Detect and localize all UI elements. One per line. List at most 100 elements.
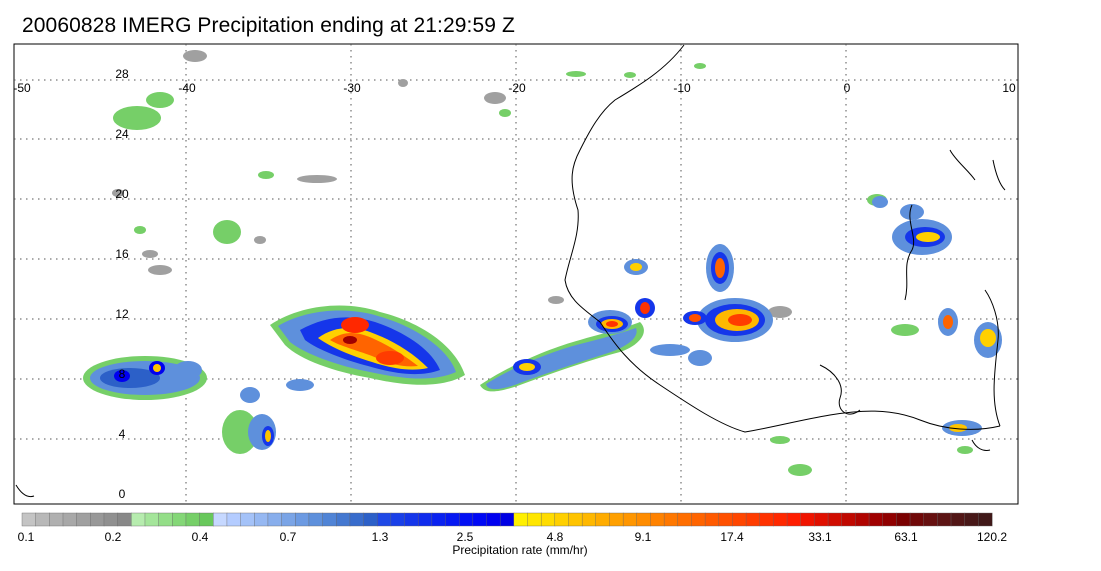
lon-label: 10 [1002,81,1016,95]
colorbar-swatch [103,512,119,527]
colorbar-tick-label: 0.4 [191,530,209,544]
colorbar-swatch [363,512,378,527]
colorbar-swatch [404,512,419,527]
longitude-labels: -50 -40 -30 -20 -10 0 10 [13,81,1016,95]
precipitation-field [83,50,1002,476]
colorbar-swatch [472,512,488,527]
colorbar-swatch [677,512,692,527]
colorbar-swatch [336,512,351,527]
colorbar-tick-label: 4.8 [546,530,564,544]
colorbar-swatch [349,512,365,527]
colorbar-swatch [172,512,187,527]
colorbar-swatch [964,512,979,527]
lon-label: 0 [844,81,851,95]
lat-label: 16 [115,247,129,261]
colorbar-tick-label: 0.1 [17,530,35,544]
colorbar-swatch [581,512,597,527]
colorbar-swatch [158,512,173,527]
colorbar-swatch [609,512,624,527]
colorbar-swatch [814,512,829,527]
colorbar-swatch [131,512,146,527]
colorbar-tick-label: 2.5 [456,530,474,544]
colorbar-swatch [663,512,679,527]
colorbar-swatch [513,512,528,527]
colorbar-swatch [950,512,966,527]
colorbar-swatch [322,512,337,527]
colorbar-swatch [841,512,856,527]
colorbar-swatch [759,512,774,527]
lon-label: -50 [13,81,31,95]
colorbar-tick-label: 9.1 [634,530,652,544]
colorbar-swatch [732,512,747,527]
colorbar-swatch [978,512,993,527]
colorbar-swatch [650,512,665,527]
colorbar-swatch [445,512,460,527]
colorbar-tick-label: 1.3 [371,530,389,544]
colorbar-tick-label: 63.1 [894,530,918,544]
lat-label: 0 [119,487,126,501]
colorbar-swatch [786,512,802,527]
colorbar-swatch [745,512,761,527]
colorbar-swatch [923,512,938,527]
colorbar-tick-label: 0.7 [279,530,297,544]
lat-label: 28 [115,67,129,81]
colorbar-swatch [281,512,296,527]
colorbar-swatch [882,512,897,527]
colorbar-swatch [117,512,132,527]
colorbar-swatch [855,512,870,527]
colorbar-swatch [390,512,406,527]
colorbar-swatch [213,512,228,527]
colorbar-swatch [254,512,269,527]
colorbar-swatch [486,512,501,527]
lat-label: 4 [119,427,126,441]
colorbar-swatch [896,512,911,527]
colorbar-swatch [704,512,720,527]
colorbar-swatch [827,512,843,527]
colorbar-swatch [800,512,815,527]
colorbar-swatch [499,512,515,527]
colorbar-swatch [691,512,706,527]
colorbar-swatch [636,512,651,527]
colorbar-swatch [909,512,925,527]
colorbar-swatch [62,512,78,527]
colorbar-swatch [185,512,201,527]
colorbar-swatch [937,512,952,527]
colorbar-tick-label: 33.1 [808,530,832,544]
colorbar [21,512,993,527]
lat-label: 12 [115,307,129,321]
colorbar-swatch [267,512,283,527]
lon-label: -10 [673,81,691,95]
colorbar-swatch [568,512,583,527]
colorbar-swatch [773,512,788,527]
lat-label: 20 [115,187,129,201]
colorbar-swatch [295,512,310,527]
colorbar-swatch [554,512,569,527]
colorbar-swatch [35,512,50,527]
colorbar-swatch [540,512,556,527]
lon-label: -30 [343,81,361,95]
coastline [15,44,1006,498]
colorbar-tick-label: 120.2 [976,530,1008,544]
colorbar-swatch [718,512,733,527]
colorbar-swatch [21,512,37,527]
colorbar-swatch [240,512,255,527]
colorbar-swatch [868,512,884,527]
colorbar-swatch [49,512,64,527]
colorbar-swatch [527,512,542,527]
lon-label: -20 [508,81,526,95]
colorbar-swatch [308,512,324,527]
colorbar-swatch [76,512,91,527]
lat-label: 8 [119,367,126,381]
colorbar-swatch [226,512,242,527]
colorbar-swatch [431,512,447,527]
map-title: 20060828 IMERG Precipitation ending at 2… [22,14,515,37]
colorbar-swatch [377,512,392,527]
colorbar-tick-label: 0.2 [104,530,122,544]
lat-label: 24 [115,127,129,141]
colorbar-swatch [90,512,105,527]
colorbar-swatch [622,512,638,527]
colorbar-swatch [418,512,433,527]
colorbar-swatch [595,512,610,527]
lon-label: -40 [178,81,196,95]
